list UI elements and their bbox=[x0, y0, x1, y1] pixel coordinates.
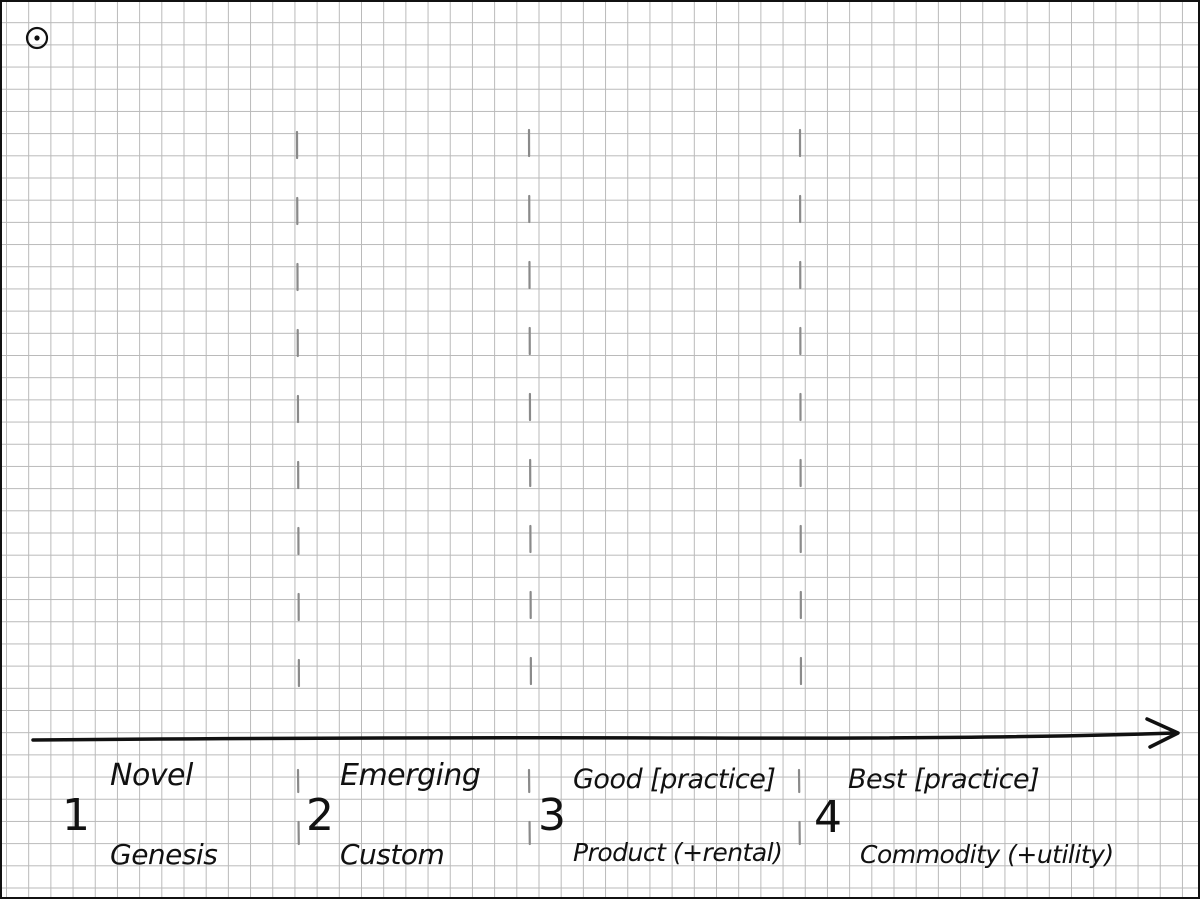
stage-number-3: 3 bbox=[538, 790, 566, 841]
stage-top-label-4: Best [practice] bbox=[848, 764, 1039, 795]
stage-top-label-2: Emerging bbox=[340, 758, 480, 793]
divider-label-1 bbox=[298, 770, 299, 865]
divider-line-3 bbox=[800, 130, 801, 705]
stage-number-2: 2 bbox=[306, 790, 334, 841]
stage-bottom-label-3: Product (+rental) bbox=[573, 838, 782, 867]
evolution-axis bbox=[33, 733, 1175, 740]
divider-label-2 bbox=[529, 770, 530, 865]
divider-label-3 bbox=[799, 770, 800, 865]
divider-line-2 bbox=[529, 130, 531, 705]
stage-top-label-1: Novel bbox=[110, 758, 193, 793]
divider-line-1 bbox=[297, 132, 299, 705]
stage-bottom-label-1: Genesis bbox=[110, 838, 217, 871]
stage-number-4: 4 bbox=[814, 792, 842, 843]
stage-bottom-label-4: Commodity (+utility) bbox=[860, 840, 1114, 869]
stage-top-label-3: Good [practice] bbox=[573, 764, 775, 795]
stage-number-1: 1 bbox=[62, 790, 90, 841]
target-dot-icon[interactable] bbox=[27, 28, 47, 48]
stage-bottom-label-2: Custom bbox=[340, 838, 444, 871]
